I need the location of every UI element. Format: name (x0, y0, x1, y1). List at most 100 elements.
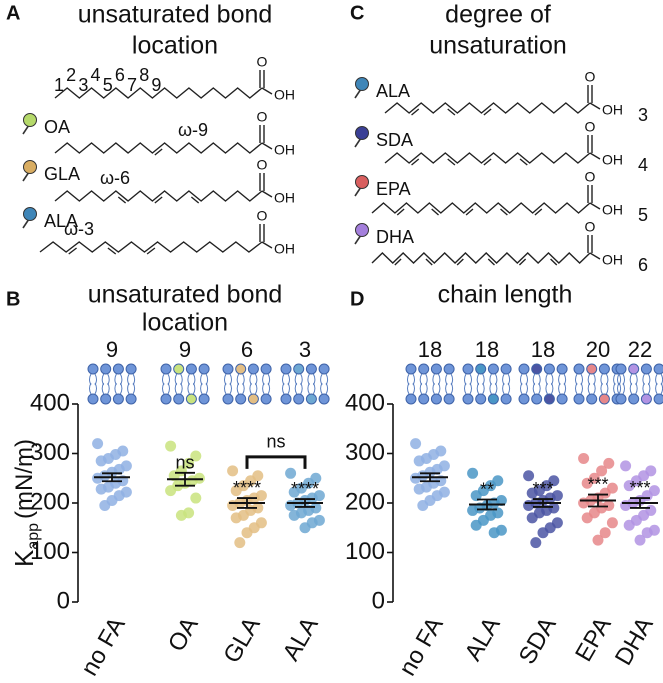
lipid-head (405, 393, 417, 405)
molecule-name: ALA (44, 211, 78, 231)
data-point (95, 483, 107, 495)
x-tick-label: DHA (610, 613, 659, 670)
y-tick-label: 300 (30, 439, 70, 466)
double-bond (550, 258, 558, 266)
data-point (413, 455, 425, 467)
lipid-tail (432, 382, 441, 395)
top-label: 9 (106, 337, 118, 362)
lipid-tail (587, 382, 596, 395)
lipid-head (247, 363, 259, 375)
atom-label: O (585, 219, 596, 235)
membrane-icon (222, 363, 272, 405)
data-point (285, 499, 297, 511)
lipid-tail (613, 382, 622, 395)
lipid-head (222, 393, 234, 405)
lipid-tail (320, 382, 329, 395)
molecule-name: SDA (376, 130, 413, 150)
chart-title: chain length (438, 281, 573, 309)
lipid-head (615, 393, 627, 405)
lipid-head (100, 393, 112, 405)
atom-label: OH (602, 202, 623, 218)
y-axis-label-main: K (9, 549, 39, 567)
molecule-name: GLA (44, 164, 80, 184)
lipid-tail (282, 382, 290, 395)
panel-title: location (132, 32, 218, 60)
lipid-tail (520, 382, 528, 395)
lipid-head (640, 393, 652, 405)
membrane-icon (518, 363, 568, 405)
lipid-head (443, 393, 455, 405)
carbon-number: 8 (139, 65, 149, 85)
x-tick-label: no FA (394, 613, 449, 681)
hydroxyl-bond (589, 152, 601, 160)
data-point (526, 512, 538, 524)
carbon-chain (384, 152, 591, 164)
carbon-number: 4 (91, 65, 101, 85)
carbon-chain (384, 102, 591, 114)
lipid-head (160, 363, 172, 375)
double-bond-count: 3 (638, 105, 648, 125)
atom-label: OH (602, 102, 623, 118)
data-point (596, 465, 608, 477)
membrane-icon (280, 363, 330, 405)
significance-label: *** (587, 474, 608, 494)
lipid-head (475, 393, 487, 405)
data-point (592, 534, 604, 546)
lipid-head (280, 393, 292, 405)
lipid-head (235, 393, 247, 405)
lipid-tail (224, 382, 232, 395)
lipid-tail (262, 382, 271, 395)
lipid-head (293, 363, 305, 375)
double-bond (447, 158, 456, 166)
lipid-head (125, 363, 137, 375)
data-point (190, 450, 202, 462)
data-point (620, 499, 632, 511)
data-point (99, 499, 111, 511)
atom-label: O (257, 109, 268, 125)
top-label: 9 (179, 337, 191, 362)
double-bond (519, 158, 528, 166)
y-tick-label: 400 (30, 389, 70, 416)
double-bond (500, 208, 508, 216)
pin-head (355, 223, 369, 237)
y-tick-label: 200 (30, 488, 70, 515)
lipid-head (653, 393, 663, 405)
data-point (285, 467, 297, 479)
significance-bracket (245, 455, 307, 469)
data-point (230, 485, 242, 497)
lipid-tail (236, 382, 245, 395)
pin-head (23, 207, 37, 221)
data-point (467, 504, 479, 516)
double-bond (487, 258, 495, 266)
omega-label: ω-3 (64, 219, 94, 239)
double-bond (117, 196, 127, 204)
data-point (470, 490, 482, 502)
lipid-tail (476, 382, 485, 395)
atom-label: OH (602, 152, 623, 168)
lipid-tail (187, 382, 196, 395)
x-tick-label: SDA (514, 613, 562, 669)
carbon-number: 5 (103, 75, 113, 95)
pin-head (23, 113, 37, 127)
lipid-head (405, 363, 417, 375)
carbon-chain (39, 241, 263, 253)
data-point (417, 499, 429, 511)
double-bond (411, 158, 420, 166)
carbon-chain (371, 252, 591, 264)
lipid-head (531, 393, 543, 405)
lipid-head (260, 393, 272, 405)
membrane-icon (615, 363, 663, 405)
lipid-head (173, 363, 185, 375)
double-bond (394, 258, 402, 266)
lipid-head (222, 363, 234, 375)
lipid-tail (407, 382, 415, 395)
significance-label: ns (175, 453, 194, 473)
lipid-head (598, 363, 610, 375)
y-axis-label-unit: (mN/m) (11, 439, 38, 519)
data-point (488, 527, 500, 539)
lipid-head (556, 393, 568, 405)
carbon-chain (54, 87, 263, 99)
top-label: 6 (241, 337, 253, 362)
double-bond (465, 208, 474, 216)
lipid-head (518, 393, 530, 405)
